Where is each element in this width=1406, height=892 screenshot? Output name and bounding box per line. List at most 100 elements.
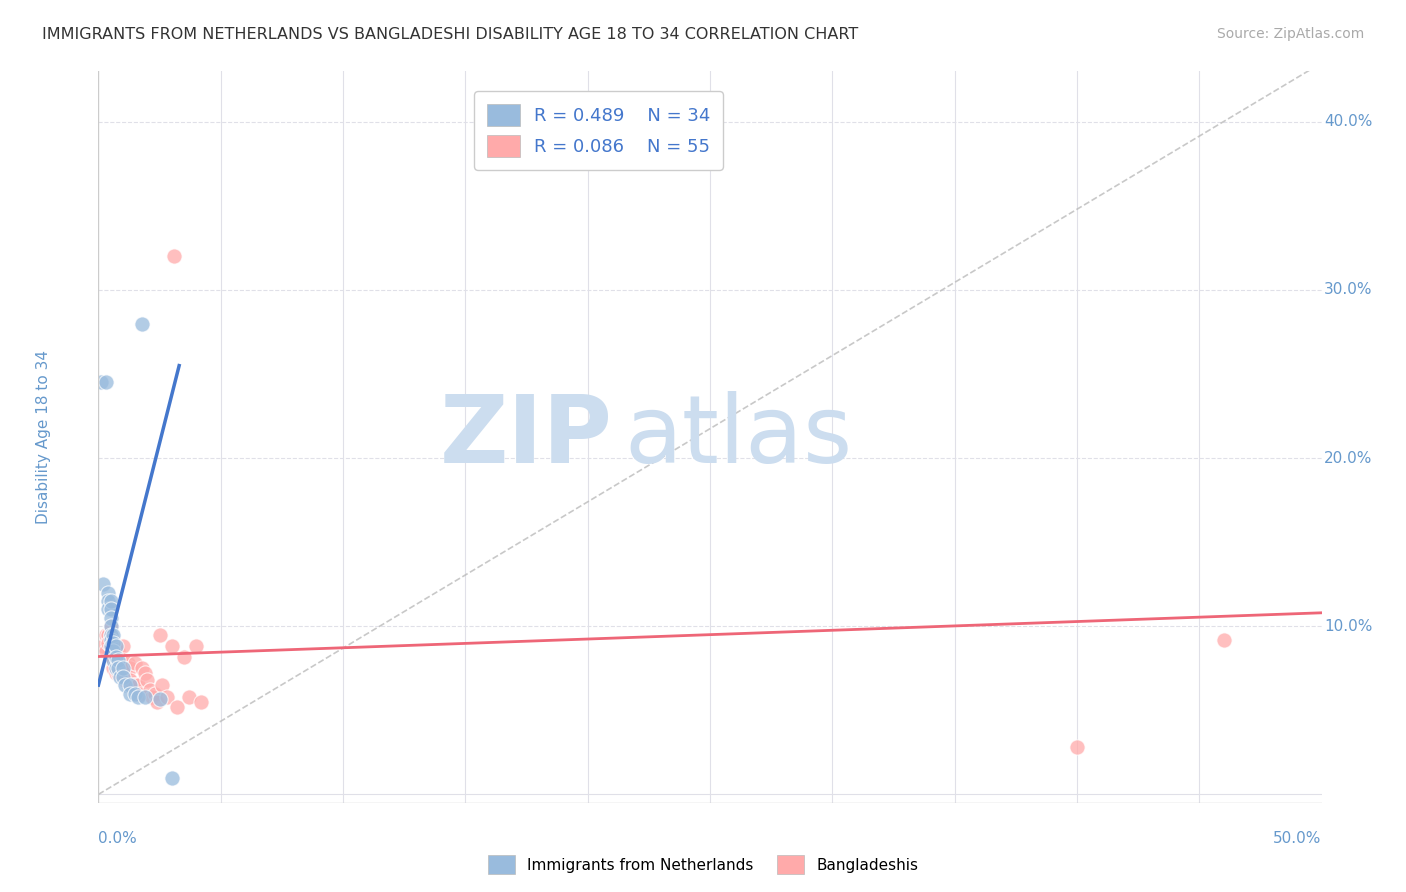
Point	[110, 653, 132, 667]
Legend: R = 0.489    N = 34, R = 0.086    N = 55: R = 0.489 N = 34, R = 0.086 N = 55	[474, 91, 723, 169]
Text: atlas: atlas	[624, 391, 852, 483]
Point	[120, 673, 142, 687]
Text: IMMIGRANTS FROM NETHERLANDS VS BANGLADESHI DISABILITY AGE 18 TO 34 CORRELATION C: IMMIGRANTS FROM NETHERLANDS VS BANGLADES…	[42, 27, 859, 42]
Point	[100, 602, 122, 616]
Point	[150, 678, 173, 692]
Point	[143, 686, 166, 700]
Point	[1212, 632, 1234, 647]
Point	[134, 666, 156, 681]
Point	[110, 666, 132, 681]
Point	[129, 686, 152, 700]
Point	[149, 691, 172, 706]
Point	[97, 627, 120, 641]
Point	[146, 695, 169, 709]
Point	[97, 636, 120, 650]
Point	[97, 594, 120, 608]
Text: ZIP: ZIP	[439, 391, 612, 483]
Point	[190, 695, 212, 709]
Point	[160, 640, 183, 654]
Point	[94, 644, 117, 658]
Point	[124, 657, 146, 671]
Point	[101, 627, 124, 641]
Point	[111, 640, 134, 654]
Point	[136, 673, 159, 687]
Point	[111, 666, 134, 681]
Point	[100, 640, 122, 654]
Point	[163, 249, 186, 263]
Point	[110, 670, 132, 684]
Point	[1066, 740, 1088, 755]
Point	[104, 657, 127, 671]
Point	[186, 640, 208, 654]
Point	[100, 611, 122, 625]
Point	[114, 673, 136, 687]
Point	[104, 666, 127, 681]
Point	[117, 670, 139, 684]
Point	[114, 678, 136, 692]
Point	[104, 640, 127, 654]
Point	[156, 690, 179, 704]
Point	[100, 619, 122, 633]
Point	[114, 661, 136, 675]
Point	[111, 670, 134, 684]
Point	[100, 649, 122, 664]
Legend: Immigrants from Netherlands, Bangladeshis: Immigrants from Netherlands, Bangladeshi…	[481, 849, 925, 880]
Text: 10.0%: 10.0%	[1324, 619, 1372, 633]
Point	[127, 678, 149, 692]
Point	[104, 649, 127, 664]
Point	[104, 640, 127, 654]
Point	[97, 602, 120, 616]
Point	[107, 666, 129, 681]
Point	[100, 627, 122, 641]
Point	[124, 686, 146, 700]
Point	[100, 627, 122, 641]
Point	[160, 771, 183, 785]
Point	[91, 577, 114, 591]
Point	[107, 661, 129, 675]
Point	[134, 690, 156, 704]
Point	[120, 678, 142, 692]
Text: 30.0%: 30.0%	[1324, 283, 1372, 297]
Point	[94, 376, 117, 390]
Point	[101, 653, 124, 667]
Point	[100, 640, 122, 654]
Point	[107, 644, 129, 658]
Text: 40.0%: 40.0%	[1324, 114, 1372, 129]
Text: 20.0%: 20.0%	[1324, 450, 1372, 466]
Point	[94, 627, 117, 641]
Point	[124, 678, 146, 692]
Point	[111, 653, 134, 667]
Point	[120, 686, 142, 700]
Point	[104, 649, 127, 664]
Point	[104, 661, 127, 675]
Point	[101, 644, 124, 658]
Point	[149, 627, 172, 641]
Point	[141, 690, 163, 704]
Point	[121, 678, 143, 692]
Point	[107, 657, 129, 671]
Point	[131, 661, 153, 675]
Point	[90, 376, 112, 390]
Text: 50.0%: 50.0%	[1274, 831, 1322, 846]
Point	[177, 690, 200, 704]
Point	[100, 619, 122, 633]
Point	[131, 317, 153, 331]
Point	[107, 653, 129, 667]
Point	[120, 661, 142, 675]
Point	[127, 690, 149, 704]
Point	[101, 632, 124, 647]
Text: Source: ZipAtlas.com: Source: ZipAtlas.com	[1216, 27, 1364, 41]
Point	[101, 661, 124, 675]
Point	[101, 644, 124, 658]
Point	[173, 649, 195, 664]
Point	[111, 661, 134, 675]
Point	[117, 657, 139, 671]
Point	[91, 640, 114, 654]
Text: Disability Age 18 to 34: Disability Age 18 to 34	[37, 350, 51, 524]
Point	[101, 653, 124, 667]
Point	[166, 700, 188, 714]
Point	[100, 594, 122, 608]
Point	[97, 585, 120, 599]
Point	[100, 632, 122, 647]
Point	[139, 683, 162, 698]
